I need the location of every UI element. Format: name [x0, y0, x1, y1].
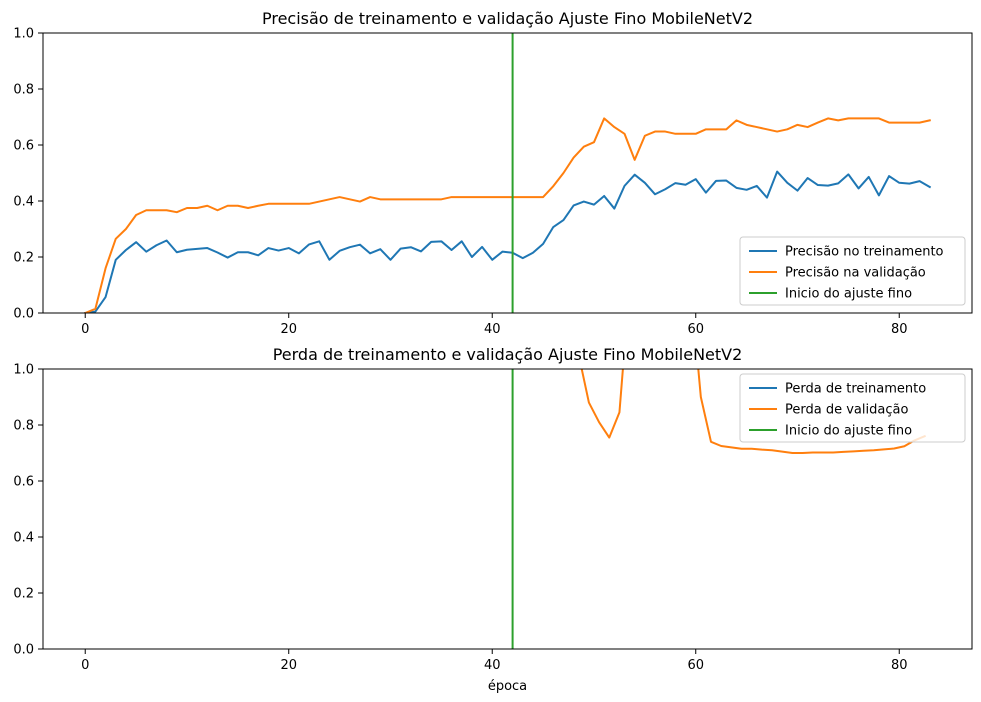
x-tick-label: 80	[891, 322, 908, 337]
x-tick-label: 0	[81, 658, 89, 673]
y-tick-label: 0.8	[13, 83, 34, 98]
axes-frame	[42, 32, 973, 314]
loss-chart: Perda de treinamento e validação Ajuste …	[13, 345, 973, 694]
y-tick-label: 0.0	[13, 307, 34, 322]
legend-label: Inicio do ajuste fino	[785, 424, 912, 439]
series-line-1	[83, 117, 931, 313]
y-tick-label: 0.2	[13, 251, 34, 266]
x-tick-label: 20	[280, 322, 297, 337]
legend: Precisão no treinamento Precisão na valid…	[739, 236, 966, 306]
y-tick-label: 0.2	[13, 587, 34, 602]
series-line-0	[84, 170, 932, 313]
legend-label: Precisão na validação	[785, 266, 926, 281]
x-tick-label: 60	[687, 322, 704, 337]
y-tick-label: 0.0	[13, 643, 34, 658]
legend-label: Perda de treinamento	[785, 382, 926, 397]
plot-area	[83, 33, 932, 313]
series-line-1	[580, 369, 926, 454]
legend-box	[739, 373, 966, 443]
y-tick-label: 0.4	[13, 195, 34, 210]
x-tick-label: 40	[484, 658, 501, 673]
x-axis-label: época	[488, 679, 527, 694]
x-tick-label: 0	[81, 322, 89, 337]
y-tick-label: 0.6	[13, 139, 34, 154]
y-tick-label: 0.6	[13, 475, 34, 490]
chart-title: Precisão de treinamento e validação Ajus…	[262, 9, 753, 28]
accuracy-chart: Precisão de treinamento e validação Ajus…	[13, 9, 973, 337]
chart-title: Perda de treinamento e validação Ajuste …	[273, 345, 743, 364]
x-tick-label: 20	[280, 658, 297, 673]
legend-label: Perda de validação	[785, 403, 908, 418]
legend: Perda de treinamento Perda de validação In…	[739, 373, 966, 443]
axes-frame	[42, 368, 973, 650]
legend-label: Precisão no treinamento	[785, 245, 944, 260]
x-tick-label: 60	[687, 658, 704, 673]
x-tick-label: 80	[891, 658, 908, 673]
legend-label: Inicio do ajuste fino	[785, 287, 912, 302]
y-tick-label: 0.4	[13, 531, 34, 546]
legend-box	[739, 236, 966, 306]
x-tick-label: 40	[484, 322, 501, 337]
y-tick-label: 1.0	[13, 27, 34, 42]
y-tick-label: 0.8	[13, 419, 34, 434]
y-tick-label: 1.0	[13, 363, 34, 378]
plot-area	[511, 369, 926, 649]
